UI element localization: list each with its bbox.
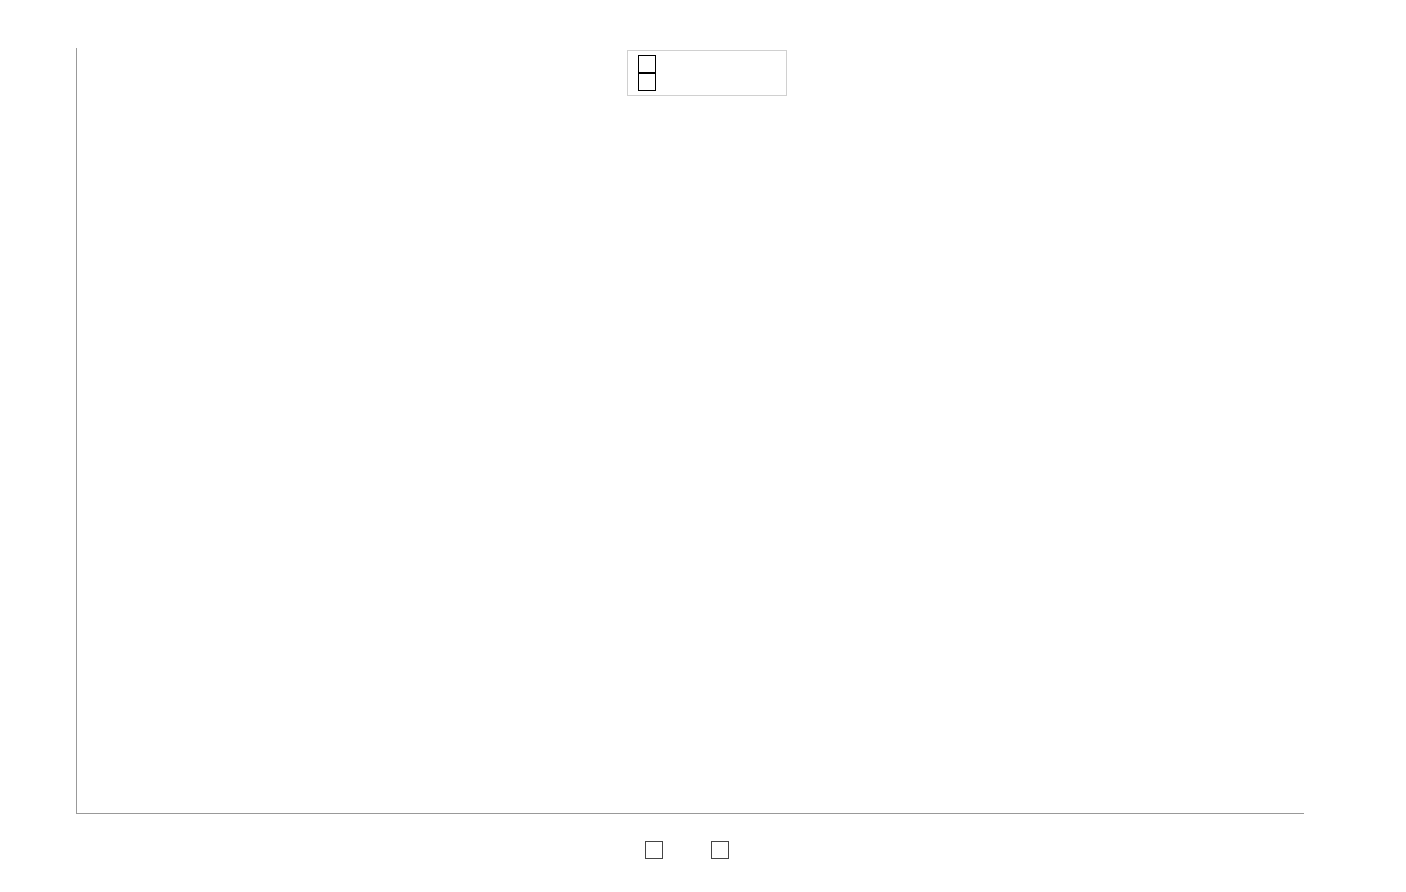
legend-stats-row-a: [638, 55, 776, 73]
plot-svg: [77, 48, 1304, 813]
legend-item-a: [645, 841, 671, 859]
plot-area: [76, 48, 1304, 814]
swatch-series-b: [638, 73, 656, 91]
legend-bottom: [645, 841, 737, 859]
legend-stats-row-b: [638, 73, 776, 91]
legend-stats-box: [627, 50, 787, 96]
legend-swatch-a: [645, 841, 663, 859]
swatch-series-a: [638, 55, 656, 73]
legend-item-b: [711, 841, 737, 859]
legend-swatch-b: [711, 841, 729, 859]
chart-container: [48, 48, 1394, 844]
